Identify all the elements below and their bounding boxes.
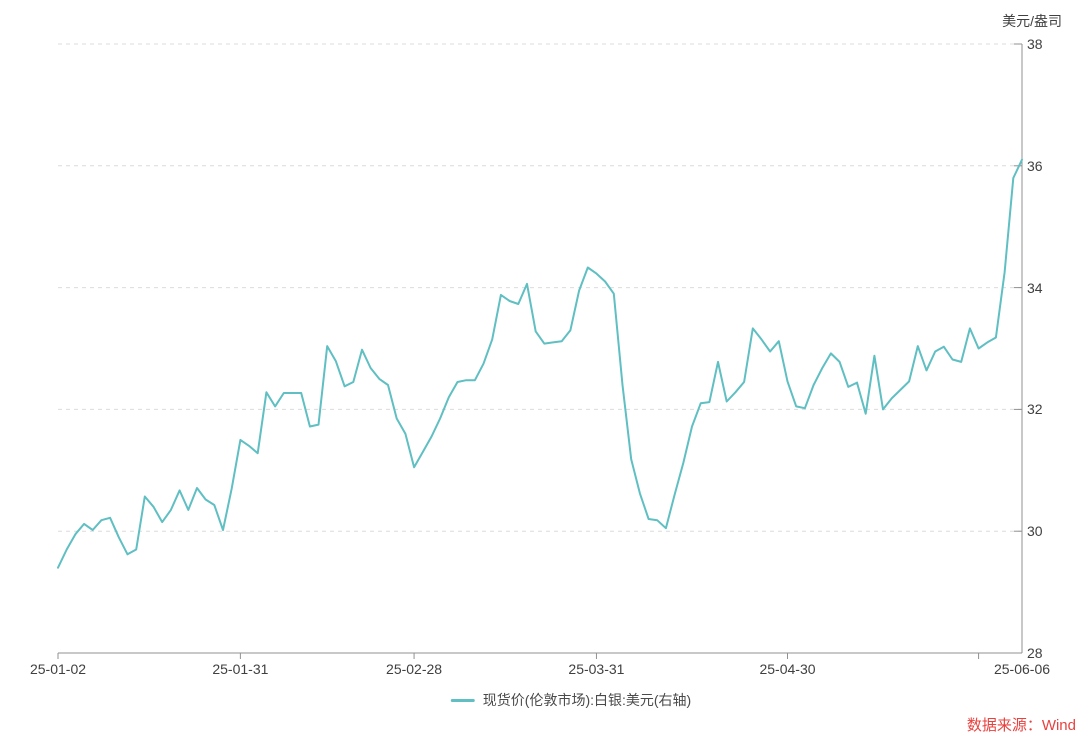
- legend-series-label: 现货价(伦敦市场):白银:美元(右轴): [482, 692, 692, 708]
- legend-line-marker: [450, 698, 475, 702]
- y-tick-label-34: 34: [1027, 279, 1043, 296]
- x-tick-label-25-01-31: 25-01-31: [212, 661, 269, 677]
- x-tick-label-25-06-06: 25-06-06: [993, 661, 1051, 677]
- price-line: [57, 158, 1023, 569]
- y-tick-label-36: 36: [1027, 157, 1043, 174]
- y-tick-label-38: 38: [1027, 36, 1043, 52]
- y-tick-label-32: 32: [1027, 401, 1043, 418]
- y-tick-label-30: 30: [1027, 523, 1043, 540]
- x-tick-label-25-02-28: 25-02-28: [386, 661, 443, 677]
- x-tick-label-25-01-02: 25-01-02: [29, 661, 87, 677]
- y-tick-label-28: 28: [1027, 645, 1043, 661]
- y-axis-unit-label: 美元/盎司: [1002, 13, 1062, 29]
- legend[interactable]: 现货价(伦敦市场):白银:美元(右轴): [450, 690, 692, 710]
- x-tick-label-25-03-31: 25-03-31: [568, 661, 625, 677]
- data-source-label: 数据来源：Wind: [966, 717, 1076, 734]
- x-tick-label-25-04-30: 25-04-30: [759, 661, 816, 677]
